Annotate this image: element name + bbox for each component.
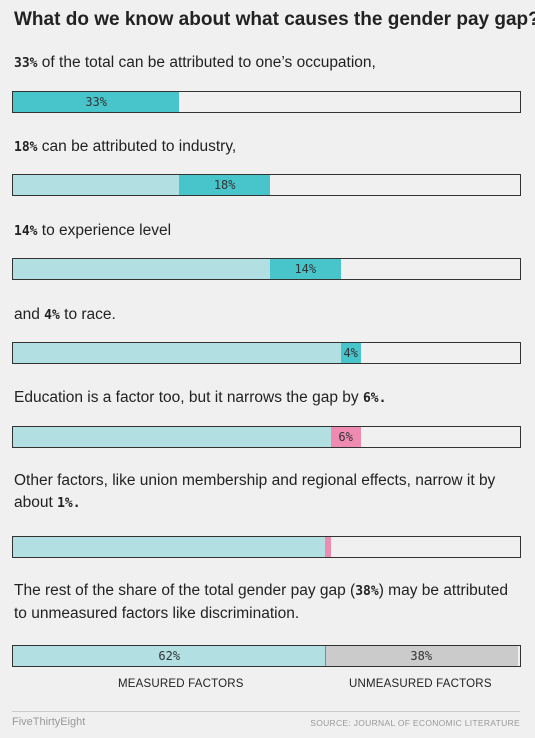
cumulative-segment bbox=[13, 343, 341, 363]
cumulative-segment bbox=[13, 537, 326, 557]
cumulative-segment bbox=[13, 259, 271, 279]
segment-value-label: 14% bbox=[294, 262, 317, 276]
caption-percent: 38% bbox=[355, 584, 379, 599]
highlight-segment bbox=[179, 175, 271, 195]
step-caption: 33% of the total can be attributed to on… bbox=[14, 52, 524, 75]
stacked-bar: 14% bbox=[12, 258, 521, 280]
negative-segment bbox=[325, 537, 331, 557]
caption-text: Education is a factor too, but it narrow… bbox=[14, 389, 363, 406]
caption-percent: 4% bbox=[44, 308, 60, 323]
step-caption: 18% can be attributed to industry, bbox=[14, 136, 524, 159]
step-caption: 14% to experience level bbox=[14, 220, 524, 243]
stacked-bar bbox=[12, 536, 521, 558]
highlight-segment bbox=[13, 92, 180, 112]
step-caption: The rest of the share of the total gende… bbox=[14, 580, 524, 625]
caption-text: The rest of the share of the total gende… bbox=[14, 582, 356, 599]
brand-logo: FiveThirtyEight bbox=[12, 716, 86, 728]
footer-divider bbox=[12, 711, 520, 712]
stacked-bar: 62% 38% bbox=[12, 645, 521, 667]
stacked-bar: 4% bbox=[12, 342, 521, 364]
cumulative-segment bbox=[13, 646, 326, 666]
caption-text: and bbox=[14, 306, 45, 323]
highlight-segment bbox=[270, 259, 341, 279]
stacked-bar: 33% bbox=[12, 91, 521, 113]
segment-value-label: 18% bbox=[213, 178, 236, 192]
source-note: SOURCE: JOURNAL OF ECONOMIC LITERATURE bbox=[310, 718, 520, 728]
stacked-bar: 6% bbox=[12, 426, 521, 448]
caption-text: of the total can be attributed to one’s … bbox=[37, 54, 376, 71]
caption-text: to race. bbox=[59, 306, 116, 323]
step-caption: and 4% to race. bbox=[14, 304, 524, 327]
caption-percent: 1%. bbox=[57, 496, 81, 511]
segment-value-label: 62% bbox=[158, 649, 181, 663]
segment-value-label: 4% bbox=[343, 346, 358, 360]
step-caption: Other factors, like union membership and… bbox=[14, 470, 524, 515]
cumulative-segment bbox=[13, 175, 180, 195]
chart-title: What do we know about what causes the ge… bbox=[14, 9, 535, 30]
segment-value-label: 38% bbox=[410, 649, 433, 663]
cumulative-segment bbox=[13, 427, 331, 447]
stacked-bar: 18% bbox=[12, 174, 521, 196]
negative-segment bbox=[330, 427, 361, 447]
caption-percent: 6%. bbox=[362, 391, 387, 406]
caption-percent: 33% bbox=[14, 56, 38, 71]
unmeasured-factors-label: UNMEASURED FACTORS bbox=[349, 678, 492, 690]
caption-percent: 14% bbox=[14, 224, 38, 239]
segment-value-label: 6% bbox=[338, 430, 353, 444]
caption-text: can be attributed to industry, bbox=[37, 138, 237, 155]
caption-text: ) may be attributed to unmeasured factor… bbox=[14, 582, 508, 622]
caption-text: Other factors, like union membership and… bbox=[14, 472, 496, 511]
step-caption: Education is a factor too, but it narrow… bbox=[14, 387, 524, 410]
caption-text: to experience level bbox=[37, 222, 172, 239]
segment-value-label: 33% bbox=[85, 95, 107, 109]
highlight-segment bbox=[340, 343, 361, 363]
unmeasured-segment bbox=[325, 646, 518, 666]
measured-factors-label: MEASURED FACTORS bbox=[118, 678, 244, 690]
caption-percent: 18% bbox=[14, 140, 38, 155]
